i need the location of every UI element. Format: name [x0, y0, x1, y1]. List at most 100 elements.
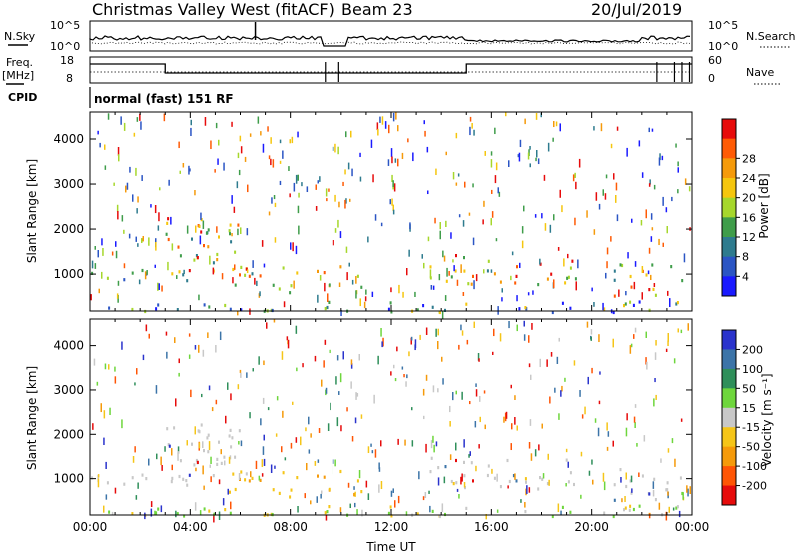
power-sparse-cell [458, 214, 461, 218]
power-sparse-cell [521, 240, 524, 249]
power-cell [416, 308, 419, 312]
power-sparse-cell [423, 120, 425, 125]
power-sparse-cell [392, 180, 394, 188]
power-sparse-cell [586, 210, 588, 218]
velocity-sparse-cell [687, 488, 689, 497]
power-sparse-cell [359, 152, 361, 158]
power-sparse-cell [136, 208, 138, 214]
velocity-cell [328, 487, 331, 491]
power-sparse-cell [472, 183, 474, 188]
velocity-cell [437, 466, 440, 470]
power-sparse-cell [282, 150, 284, 159]
power-sparse-cell [508, 160, 510, 167]
velocity-cell [431, 509, 434, 513]
velocity-cell [145, 477, 148, 481]
power-sparse-cell [511, 251, 514, 256]
velocity-sparse-cell [592, 479, 594, 485]
velocity-sparse-cell [621, 498, 623, 503]
velocity-sparse-cell [658, 502, 661, 510]
power-sparse-cell [616, 126, 619, 131]
velocity-sparse-cell [461, 330, 464, 336]
velocity-sparse-cell [295, 437, 298, 443]
velocity-cell [229, 428, 232, 432]
velocity-sparse-cell [411, 407, 413, 411]
power-colorbar: 4 8 12 16 20 24 28 [721, 118, 756, 297]
velocity-sparse-cell [461, 473, 463, 482]
velocity-cell [569, 510, 572, 514]
power-sparse-cell [574, 217, 576, 226]
velocity-sparse-cell [310, 500, 312, 505]
power-sparse-cell [349, 198, 351, 202]
velocity-sparse-cell [261, 473, 264, 477]
power-sparse-cell [279, 180, 282, 186]
power-sparse-cell [553, 279, 555, 289]
power-sparse-cell [473, 280, 475, 290]
power-sparse-cell [325, 188, 328, 197]
velocity-sparse-cell [687, 323, 689, 331]
velocity-ylabel: Slant Range [km] [25, 366, 39, 470]
power-cell [564, 281, 567, 285]
power-sparse-cell [274, 237, 277, 243]
power-sparse-cell [144, 271, 147, 280]
power-sparse-cell [194, 190, 196, 196]
power-sparse-cell [345, 198, 347, 204]
velocity-sparse-cell [646, 361, 648, 370]
power-sparse-cell [123, 263, 126, 269]
power-sparse-cell [384, 121, 387, 129]
velocity-sparse-cell [262, 446, 265, 455]
velocity-cell [623, 508, 625, 512]
velocity-sparse-cell [437, 341, 439, 350]
power-sparse-cell [527, 152, 530, 160]
velocity-sparse-cell [461, 391, 463, 400]
power-sparse-cell [146, 270, 148, 275]
velocity-sparse-cell [240, 372, 242, 378]
velocity-sparse-cell [633, 416, 636, 423]
velocity-panel: 1000 2000 3000 4000 00:00 04:00 08:00 12:00 16:0… [25, 318, 774, 534]
velocity-sparse-cell [358, 470, 361, 479]
power-sparse-cell [345, 131, 347, 138]
velocity-sparse-cell [209, 464, 211, 468]
velocity-sparse-cell [339, 373, 342, 383]
velocity-sparse-cell [633, 334, 635, 339]
velocity-cell [613, 483, 616, 487]
velocity-sparse-cell [406, 374, 408, 379]
velocity-cell [259, 478, 262, 482]
noise-panel-frame [89, 20, 693, 52]
power-cell [229, 232, 231, 236]
velocity-sparse-cell [304, 493, 306, 499]
power-ytick-label: 2000 [53, 222, 84, 236]
velocity-sparse-cell [653, 398, 655, 407]
velocity-sparse-cell [320, 493, 322, 499]
velocity-region-2 [229, 469, 363, 499]
power-sparse-cell [252, 260, 254, 268]
power-sparse-cell [627, 252, 629, 259]
velocity-sparse-cell [150, 508, 153, 517]
velocity-sparse-cell [350, 363, 353, 369]
freq-label-2: [MHz] [2, 69, 34, 82]
velocity-sparse-cell [606, 446, 609, 451]
velocity-sparse-cell [504, 412, 507, 422]
velocity-cell [681, 491, 684, 496]
velocity-sparse-cell [548, 479, 550, 486]
power-sparse-cell [517, 154, 520, 158]
velocity-cell [679, 476, 682, 480]
power-sparse-cell [90, 294, 92, 301]
power-colorbar-segment [722, 256, 736, 277]
velocity-sparse-cell [194, 426, 196, 435]
power-sparse-cell [274, 202, 277, 208]
velocity-cell [551, 514, 554, 519]
power-cell [198, 224, 201, 228]
velocity-sparse-cell [263, 434, 265, 441]
power-sparse-cell [446, 267, 448, 277]
power-cell [429, 276, 432, 280]
power-sparse-cell [494, 127, 496, 135]
power-sparse-cell [462, 292, 465, 296]
velocity-sparse-cell [629, 345, 632, 354]
power-cell [208, 305, 211, 309]
velocity-sparse-cell [474, 421, 477, 428]
velocity-sparse-cell [155, 385, 158, 394]
power-sparse-cell [298, 192, 300, 198]
velocity-sparse-cell [208, 441, 211, 451]
velocity-colorbar-tick-label: -100 [742, 460, 767, 473]
power-cell [613, 294, 616, 298]
